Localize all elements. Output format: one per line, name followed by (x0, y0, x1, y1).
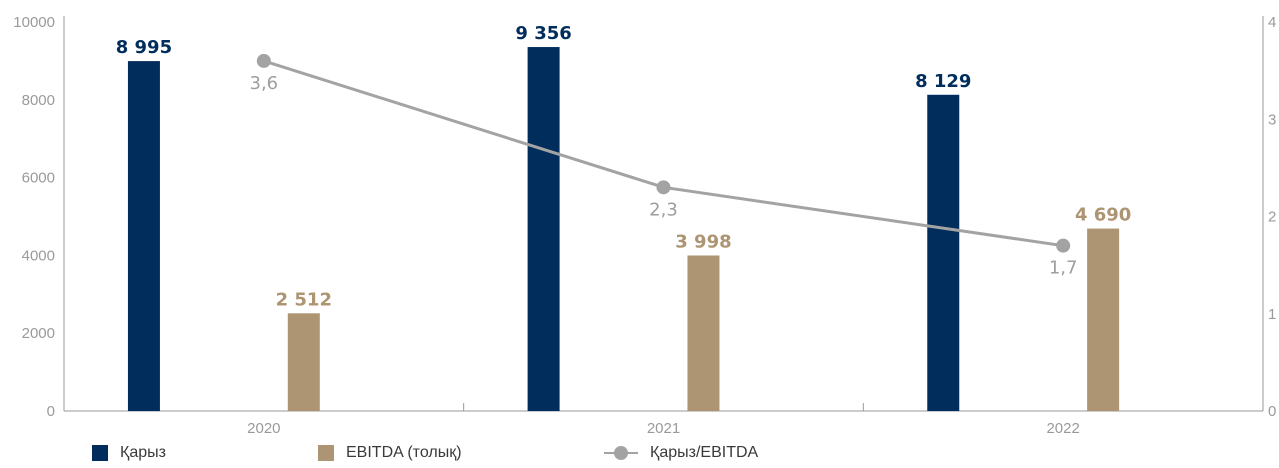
ratio-line (256, 53, 1071, 253)
y-tick-label: 0 (47, 403, 55, 420)
bar-value-label: 8 129 (915, 71, 971, 92)
y-tick-label: 6000 (22, 170, 55, 187)
bar-value-label: 3 998 (675, 231, 731, 252)
bar-ebitda (1087, 228, 1120, 411)
bar-debt (527, 47, 560, 411)
y-tick-label: 4000 (22, 247, 55, 264)
bars (127, 47, 1120, 412)
y2-tick-label: 4 (1268, 14, 1276, 31)
y-tick-label: 8000 (22, 92, 55, 109)
bar-value-label: 8 995 (116, 37, 172, 58)
y2-tick-label: 0 (1268, 403, 1276, 420)
legend-swatch-ratio (604, 445, 638, 461)
y2-tick-label: 3 (1268, 111, 1276, 128)
y-tick-label: 2000 (22, 325, 55, 342)
x-tick-label: 2022 (1046, 420, 1079, 437)
ratio-value-label: 1,7 (1049, 258, 1078, 279)
y2-tick-label: 2 (1268, 209, 1276, 226)
data-labels: 8 995 9 356 8 129 2 512 3 998 4 690 3,6 2,3 1,7 (116, 23, 1132, 310)
ratio-point (1056, 238, 1071, 253)
legend-item-ratio: Қарыз/EBITDA (604, 444, 758, 462)
legend-swatch-ebitda (318, 445, 334, 461)
bar-value-label: 9 356 (515, 23, 571, 44)
legend-item-ebitda: EBITDA (толық) (318, 444, 462, 462)
y-tick-label: 10000 (13, 14, 55, 31)
bar-ebitda (287, 313, 320, 411)
bar-ebitda (687, 255, 720, 411)
bar-debt (927, 94, 960, 412)
ratio-value-label: 2,3 (649, 199, 678, 220)
y2-tick-label: 1 (1268, 306, 1276, 323)
legend-swatch-debt (92, 445, 108, 461)
axes: 0 2000 4000 6000 8000 10000 0 1 2 3 4 2020 2021 2022 (13, 14, 1276, 437)
legend-item-debt: Қарыз (92, 444, 166, 462)
bar-debt (127, 61, 160, 411)
ratio-point (256, 53, 271, 68)
x-tick-label: 2021 (647, 420, 680, 437)
bar-value-label: 2 512 (276, 289, 332, 310)
bar-value-label: 4 690 (1075, 205, 1131, 226)
x-tick-label: 2020 (247, 420, 280, 437)
ratio-point (656, 180, 671, 195)
legend-label-debt: Қарыз (120, 444, 166, 461)
legend-label-ebitda: EBITDA (толық) (346, 444, 462, 461)
legend: Қарыз EBITDA (толық) Қарыз/EBITDA (0, 444, 1279, 468)
ratio-value-label: 3,6 (250, 73, 279, 94)
legend-label-ratio: Қарыз/EBITDA (650, 444, 759, 461)
